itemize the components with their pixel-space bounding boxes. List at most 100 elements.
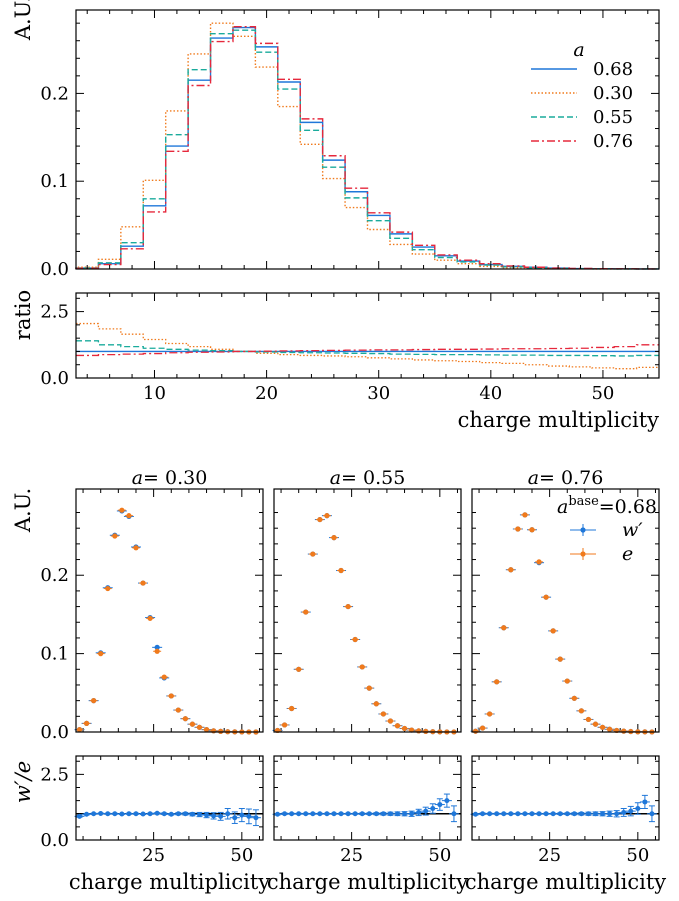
e-point bbox=[585, 716, 592, 723]
e-point bbox=[387, 718, 394, 724]
panel-title-value: = 0.30 bbox=[143, 467, 207, 489]
e-point bbox=[147, 615, 153, 621]
ratio-point bbox=[508, 811, 514, 817]
ratio-point bbox=[444, 798, 450, 804]
ratio-point bbox=[161, 811, 167, 817]
ratio-point bbox=[409, 811, 415, 817]
y-tick-label: 0.0 bbox=[40, 259, 69, 280]
e-point bbox=[289, 705, 295, 712]
y-tick-label: 0.0 bbox=[40, 830, 69, 851]
ratio-point bbox=[607, 811, 613, 817]
panel-title-value: = 0.76 bbox=[539, 467, 603, 489]
ratio-point bbox=[501, 811, 507, 817]
e-point bbox=[126, 513, 132, 519]
y-tick-label: 2.5 bbox=[40, 764, 69, 785]
e-point bbox=[98, 651, 104, 657]
top-ticks: 0.0 0.1 0.2 bbox=[40, 10, 659, 280]
e-point bbox=[133, 545, 139, 551]
legend-title: a bbox=[573, 39, 584, 61]
e-point bbox=[331, 535, 337, 541]
grid-legend-label-1: e bbox=[622, 543, 633, 565]
ratio-point bbox=[585, 811, 591, 817]
e-point bbox=[76, 727, 83, 733]
e-point bbox=[310, 551, 316, 557]
grid-legend-marker-1 bbox=[580, 551, 586, 557]
e-point bbox=[281, 722, 288, 728]
ratio-point bbox=[296, 811, 302, 817]
ratio-point bbox=[112, 811, 118, 817]
e-point bbox=[303, 609, 309, 615]
e-point bbox=[345, 603, 351, 610]
ratio-point bbox=[147, 811, 153, 817]
ratio-point bbox=[275, 811, 281, 817]
e-point bbox=[508, 567, 514, 573]
grid-main-points-1 bbox=[272, 513, 459, 735]
ratio-point bbox=[119, 811, 125, 817]
e-point bbox=[203, 727, 210, 733]
x-tick-label: 30 bbox=[367, 383, 390, 404]
y-tick-label: 0.2 bbox=[40, 83, 69, 104]
grid-xlabel-0: charge multiplicity bbox=[69, 870, 270, 894]
ratio-point bbox=[98, 810, 104, 816]
ratio-series-1 bbox=[76, 322, 659, 370]
ratio-series-3 bbox=[76, 344, 659, 357]
e-point bbox=[317, 516, 323, 523]
e-point bbox=[564, 678, 570, 684]
e-point bbox=[571, 695, 577, 701]
ratio-point bbox=[649, 811, 655, 817]
grid-main-frame-0 bbox=[75, 488, 264, 733]
ratio-point bbox=[218, 813, 224, 819]
grid-ylabel: A.U. bbox=[11, 488, 35, 533]
ratio-point bbox=[394, 811, 400, 817]
y-tick-label: 0.0 bbox=[40, 722, 69, 743]
ratio-point bbox=[642, 799, 648, 805]
a-base-annotation: abase=0.68 bbox=[557, 494, 657, 518]
ratio-point bbox=[564, 811, 570, 817]
panel-title-0: a= 0.30 bbox=[132, 467, 208, 489]
ratio-point bbox=[253, 815, 259, 821]
x-tick-label: 50 bbox=[428, 845, 451, 866]
panel-title-2: a= 0.76 bbox=[528, 467, 604, 489]
grid-legend-marker-0 bbox=[580, 527, 586, 533]
ratio-point bbox=[204, 812, 210, 818]
e-point bbox=[501, 625, 507, 631]
e-point bbox=[154, 648, 160, 654]
x-tick-label: 40 bbox=[479, 383, 502, 404]
ratio-point bbox=[84, 811, 90, 817]
x-tick-label: 50 bbox=[230, 845, 253, 866]
e-point bbox=[324, 513, 330, 519]
grid-ratio-points-0 bbox=[74, 808, 261, 827]
top-legend: a 0.68 0.30 0.55 0.76 bbox=[531, 39, 633, 152]
w-point bbox=[154, 644, 160, 650]
grid-ratio-ylabel: w′/e bbox=[11, 761, 35, 803]
grid-ratio-ticks-1: 25 50 bbox=[274, 756, 461, 866]
ratio-point bbox=[246, 813, 252, 819]
e-point bbox=[211, 728, 217, 734]
ratio-point bbox=[487, 811, 493, 817]
top-ylabel: A.U. bbox=[11, 0, 35, 41]
ratio-point bbox=[359, 811, 365, 817]
grid-main-points-0 bbox=[74, 507, 261, 735]
ratio-point bbox=[592, 811, 598, 817]
ratio-point bbox=[578, 811, 584, 817]
e-point bbox=[359, 664, 365, 670]
e-point bbox=[401, 725, 408, 732]
x-tick-label: 10 bbox=[143, 383, 166, 404]
y-tick-label: 0.1 bbox=[40, 171, 69, 192]
panel-title-a: a bbox=[330, 467, 341, 489]
e-point bbox=[112, 533, 118, 539]
e-point bbox=[182, 716, 188, 722]
ratio-series-group bbox=[76, 322, 659, 370]
ratio-point bbox=[105, 811, 111, 817]
top-axes-frame bbox=[75, 9, 660, 270]
e-point bbox=[83, 720, 90, 726]
ratio-xlabel: charge multiplicity bbox=[458, 408, 659, 432]
grid-legend-label-0: w′ bbox=[622, 519, 643, 541]
top-histogram-panel: 0.0 0.1 0.2 A.U. a 0.68 0.30 0.55 0.76 bbox=[11, 0, 660, 280]
ratio-point bbox=[423, 808, 429, 814]
grid-main-ticks-0: 0.0 0.1 0.2 bbox=[40, 489, 263, 743]
e-point bbox=[621, 728, 627, 734]
e-point bbox=[189, 721, 196, 727]
